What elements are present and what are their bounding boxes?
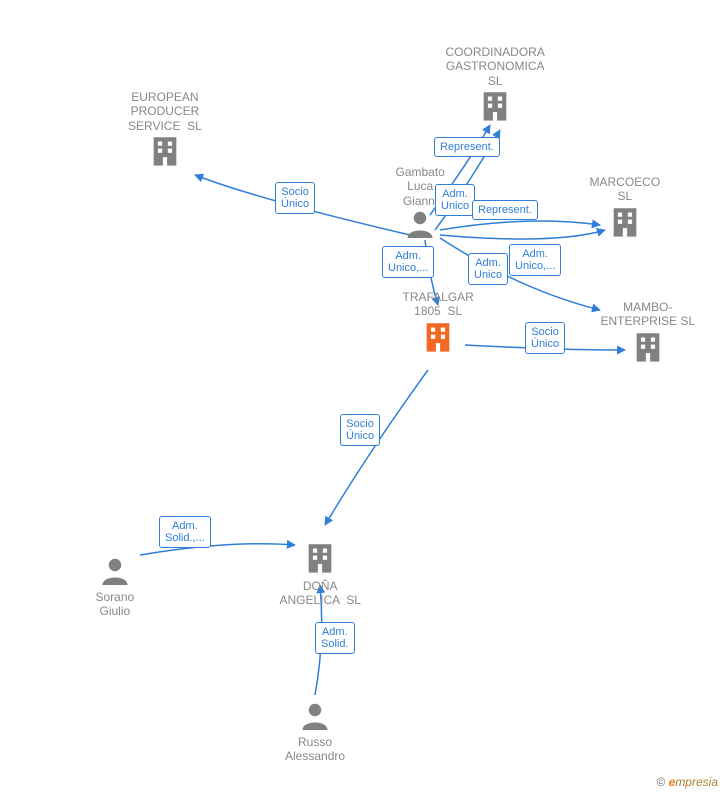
edge [440, 221, 600, 230]
node-label: COORDINADORA GASTRONOMICA SL [446, 45, 545, 88]
edge-label: Adm. Unico [435, 184, 475, 216]
person-icon [300, 700, 330, 735]
edge-label: Adm. Unico,... [509, 244, 561, 276]
person-node-sorano[interactable]: Sorano Giulio [96, 555, 135, 619]
company-node-marcoeco[interactable]: MARCOECO SL [590, 175, 661, 243]
company-node-trafalgar[interactable]: TRAFALGAR 1805 SL [403, 290, 474, 358]
brand-rest: mpresia [675, 775, 718, 789]
company-node-mambo[interactable]: MAMBO- ENTERPRISE SL [601, 300, 696, 368]
company-icon [631, 329, 665, 368]
edge-label: Socio Único [275, 182, 315, 214]
edge-label: Represent. [472, 200, 538, 220]
node-label: TRAFALGAR 1805 SL [403, 290, 474, 319]
person-icon [405, 208, 435, 243]
edge-label: Socio Único [340, 414, 380, 446]
copyright-symbol: © [656, 775, 665, 789]
company-icon [608, 204, 642, 243]
node-label: EUROPEAN PRODUCER SERVICE SL [128, 90, 202, 133]
node-label: MARCOECO SL [590, 175, 661, 204]
edge-label: Socio Único [525, 322, 565, 354]
edge-label: Adm. Unico,... [382, 246, 434, 278]
node-label: Russo Alessandro [285, 735, 345, 764]
company-node-european[interactable]: EUROPEAN PRODUCER SERVICE SL [128, 90, 202, 172]
edge-label: Adm. Unico [468, 253, 508, 285]
edges-layer [0, 0, 728, 795]
company-icon [478, 88, 512, 127]
company-node-dona[interactable]: DOÑA ANGELICA SL [280, 540, 361, 608]
edge [440, 230, 605, 239]
edge [325, 370, 428, 525]
company-icon [148, 133, 182, 172]
credit: © empresia [656, 775, 718, 789]
company-icon [303, 540, 337, 579]
node-label: MAMBO- ENTERPRISE SL [601, 300, 696, 329]
company-icon [421, 319, 455, 358]
company-node-coordinadora[interactable]: COORDINADORA GASTRONOMICA SL [446, 45, 545, 127]
edge-label: Adm. Solid.,... [159, 516, 211, 548]
node-label: DOÑA ANGELICA SL [280, 579, 361, 608]
node-label: Sorano Giulio [96, 590, 135, 619]
edge-label: Adm. Solid. [315, 622, 355, 654]
person-node-russo[interactable]: Russo Alessandro [285, 700, 345, 764]
edge-label: Represent. [434, 137, 500, 157]
person-icon [100, 555, 130, 590]
